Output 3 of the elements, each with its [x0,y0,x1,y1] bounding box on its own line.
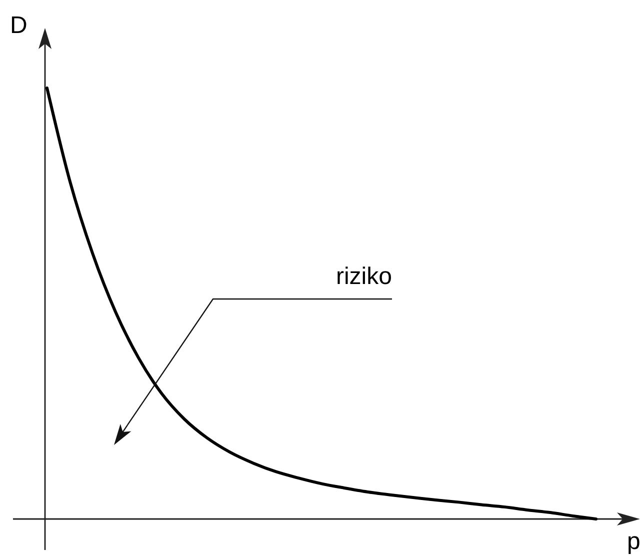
x-axis-title: p [627,528,640,555]
annotation: riziko [336,263,392,290]
y-axis-title: D [10,12,28,39]
